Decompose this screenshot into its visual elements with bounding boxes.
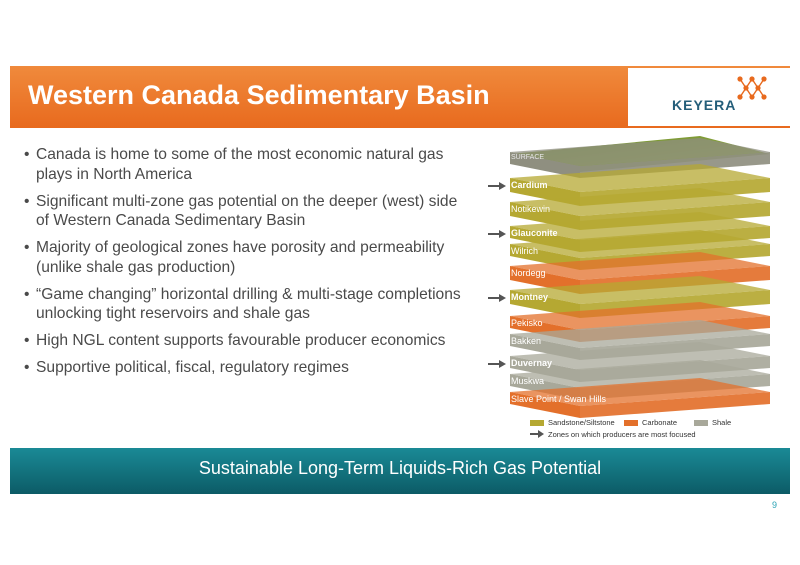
focus-arrow-icon	[488, 294, 506, 302]
layer-front-6	[510, 290, 580, 318]
layer-label-nordegg: Nordegg	[511, 268, 546, 278]
bullet-text: High NGL content supports favourable pro…	[36, 332, 446, 349]
layer-label-duvernay: Duvernay	[511, 358, 553, 368]
focus-arrow-icon	[488, 230, 506, 238]
legend: Sandstone/Siltstone Carbonate Shale Zone…	[530, 418, 790, 446]
bullet-text: Supportive political, fiscal, regulatory…	[36, 359, 349, 376]
bullet-marker: •	[24, 239, 30, 256]
bullet-item: • Majority of geological zones have poros…	[24, 238, 464, 277]
layer-label-montney: Montney	[511, 292, 548, 302]
page-number: 9	[772, 500, 778, 510]
layer-label-notikewin: Notikewin	[511, 204, 551, 214]
bullet-marker: •	[24, 192, 30, 210]
layer-top-5	[510, 252, 770, 280]
layer-label-wilrich: Wilrich	[511, 246, 538, 256]
layer-front-11	[510, 392, 580, 418]
layer-top-7	[510, 302, 770, 330]
bullet-text: Canada is home to some of the most econo…	[36, 146, 444, 183]
bullet-text: Significant multi-zone gas potential on …	[36, 192, 458, 230]
strata-diagram	[510, 136, 770, 418]
bullet-item: • Significant multi-zone gas potential on…	[24, 192, 464, 231]
legend-arrow-icon	[530, 430, 544, 438]
layer-top-4	[510, 230, 770, 258]
bullet-marker: •	[24, 359, 30, 376]
footer-banner	[10, 448, 790, 494]
focus-arrow-icon	[488, 182, 506, 190]
legend-label-carbonate: Carbonate	[642, 418, 678, 427]
layer-top-3	[510, 212, 770, 240]
legend-swatch-carbonate	[624, 420, 638, 426]
layer-top-1	[510, 164, 770, 192]
bullet-text: “Game changing” horizontal drilling & mu…	[36, 285, 461, 323]
bullet-list: • Canada is home to some of the most econ…	[24, 145, 464, 385]
focus-arrow-icon	[488, 360, 506, 368]
footer-text: Sustainable Long-Term Liquids-Rich Gas P…	[198, 458, 602, 478]
bullet-item: • Canada is home to some of the most econ…	[24, 145, 464, 184]
layer-top-2	[510, 188, 770, 216]
legend-label-shale: Shale	[712, 418, 732, 427]
bullet-item: • Supportive political, fiscal, regulator…	[24, 358, 464, 378]
legend-swatch-sandstone	[530, 420, 544, 426]
logo-text: KEYERA	[672, 97, 737, 113]
legend-swatch-shale	[694, 420, 708, 426]
bullet-marker: •	[24, 146, 30, 163]
keyera-logo-icon	[737, 76, 767, 100]
layer-top-6	[510, 276, 770, 304]
bullet-item: • High NGL content supports favourable pr…	[24, 331, 464, 351]
layer-label-surface: SURFACE	[511, 154, 545, 161]
layer-top-8	[510, 320, 770, 348]
layer-group	[510, 138, 770, 418]
layer-top-10	[510, 360, 770, 388]
layer-side-11	[580, 392, 770, 418]
bullet-marker: •	[24, 332, 30, 349]
layer-label-slave-point-swan-hills: Slave Point / Swan Hills	[511, 394, 607, 404]
layer-label-pekisko: Pekisko	[511, 318, 543, 328]
bullet-text: Majority of geological zones have porosi…	[36, 239, 445, 276]
page-title: Western Canada Sedimentary Basin	[28, 80, 490, 110]
bullet-marker: •	[24, 285, 30, 303]
legend-label-sandstone: Sandstone/Siltstone	[548, 418, 615, 427]
bullet-item: • “Game changing” horizontal drilling & m…	[24, 285, 464, 324]
legend-label-focus: Zones on which producers are most focuse…	[548, 430, 696, 439]
layer-label-bakken: Bakken	[511, 336, 542, 346]
layer-label-glauconite: Glauconite	[511, 228, 558, 238]
layer-top-0	[510, 138, 770, 166]
layer-top-11	[510, 378, 770, 406]
layer-label-cardium: Cardium	[511, 180, 548, 190]
layer-label-muskwa: Muskwa	[511, 376, 545, 386]
layer-front-0	[510, 152, 580, 178]
layer-top-9	[510, 342, 770, 370]
